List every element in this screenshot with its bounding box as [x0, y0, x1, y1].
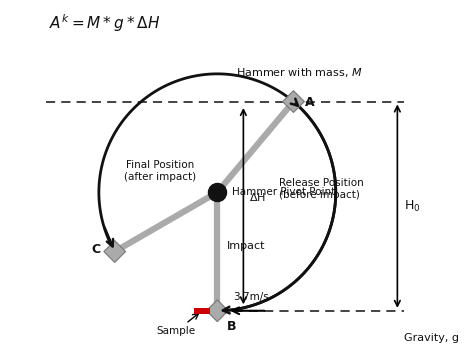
Polygon shape	[104, 241, 126, 262]
Text: Hammer Pivot Point: Hammer Pivot Point	[231, 187, 335, 197]
Text: $A^k = M * g * \Delta H$: $A^k = M * g * \Delta H$	[49, 12, 160, 34]
Text: Release Position
(before impact): Release Position (before impact)	[279, 178, 364, 200]
Text: Impact: Impact	[227, 241, 265, 251]
Text: H$_0$: H$_0$	[404, 198, 421, 214]
Polygon shape	[207, 300, 228, 322]
Polygon shape	[283, 91, 304, 113]
Text: 3.7m/s: 3.7m/s	[233, 293, 268, 302]
Text: Sample: Sample	[156, 313, 199, 337]
Text: Gravity, g: Gravity, g	[404, 333, 459, 343]
Text: Hammer with mass, $M$: Hammer with mass, $M$	[236, 66, 363, 79]
Text: C: C	[91, 243, 100, 256]
Bar	[194, 308, 210, 314]
Text: Final Position
(after impact): Final Position (after impact)	[124, 160, 197, 182]
Text: A: A	[305, 96, 315, 109]
Text: B: B	[227, 320, 237, 333]
Text: $\Delta$H: $\Delta$H	[249, 191, 266, 203]
